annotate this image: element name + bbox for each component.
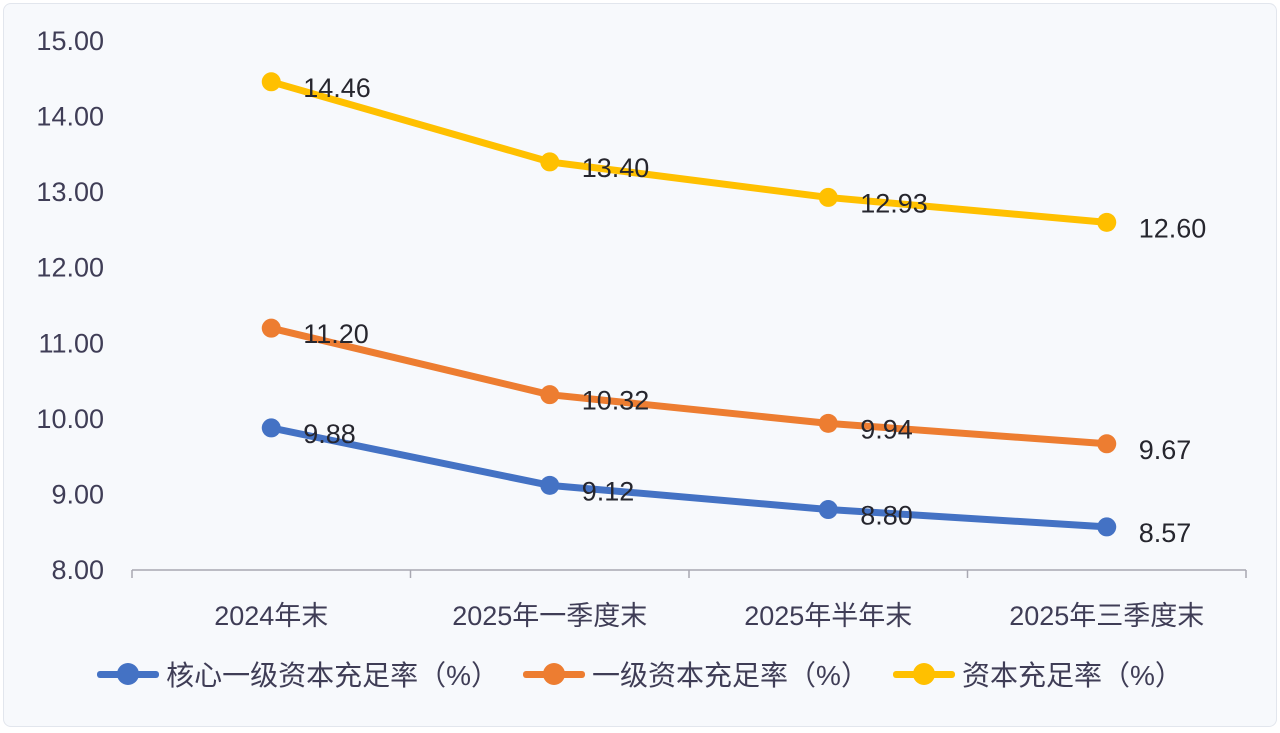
- blue-dot-icon: [117, 663, 140, 685]
- data-point: [1097, 517, 1117, 537]
- y-axis-tick-label: 10.00: [36, 404, 104, 434]
- orange-line-marker-icon: [523, 663, 586, 685]
- data-point-label: 11.20: [303, 319, 369, 349]
- data-point: [261, 418, 281, 438]
- y-axis-tick-label: 11.00: [38, 328, 104, 358]
- y-axis-tick-label: 9.00: [51, 479, 104, 509]
- blue-line-marker-icon: [97, 663, 160, 685]
- data-point-label: 8.57: [1139, 518, 1192, 548]
- x-axis-label: 2024年末: [214, 601, 328, 631]
- plot-area: 15.00 14.00 13.00 12.00 11.00 10.00 9.00 8.00 20…: [36, 26, 1247, 631]
- data-point-label: 9.88: [303, 419, 356, 449]
- data-point-label: 14.46: [303, 73, 371, 103]
- legend-item-core-tier1-ratio: 核心一级资本充足率（%）: [97, 654, 499, 694]
- data-point-label: 9.12: [582, 476, 635, 506]
- data-point-label: 9.67: [1139, 435, 1192, 465]
- series-line: [267, 424, 1111, 531]
- data-point: [261, 72, 281, 92]
- data-point-label: 12.60: [1139, 213, 1207, 243]
- data-point-label: 12.93: [860, 188, 928, 218]
- legend-item-tier1-ratio: 一级资本充足率（%）: [523, 654, 869, 694]
- legend-label-tier1-ratio: 一级资本充足率（%）: [592, 660, 869, 691]
- data-point: [261, 318, 281, 338]
- x-axis-label: 2025年半年末: [744, 601, 912, 631]
- y-axis-tick-label: 12.00: [36, 253, 104, 283]
- series-line: [267, 78, 1111, 226]
- data-point: [1097, 212, 1117, 232]
- legend-label-capital-ratio: 资本充足率（%）: [961, 660, 1183, 691]
- gold-line-marker-icon: [892, 663, 955, 685]
- gold-dot-icon: [912, 663, 935, 685]
- y-axis-tick-label: 8.00: [51, 555, 104, 585]
- orange-dot-icon: [543, 663, 566, 685]
- data-point: [540, 152, 560, 172]
- legend-item-capital-ratio: 资本充足率（%）: [892, 654, 1183, 694]
- data-point: [818, 413, 838, 433]
- data-point-label: 9.94: [860, 414, 913, 444]
- data-point-label: 13.40: [582, 153, 650, 183]
- data-point: [540, 385, 560, 405]
- data-point-label: 10.32: [582, 386, 650, 416]
- y-axis-tick-label: 13.00: [36, 177, 104, 207]
- data-point: [818, 500, 838, 520]
- series-line: [267, 324, 1111, 448]
- x-axis-label: 2025年三季度末: [1009, 601, 1204, 631]
- data-point: [1097, 434, 1117, 454]
- y-axis-tick-label: 14.00: [36, 102, 104, 132]
- data-point: [540, 475, 560, 495]
- x-axis-label: 2025年一季度末: [452, 601, 647, 631]
- data-point-label: 8.80: [860, 501, 913, 531]
- chart-legend: 核心一级资本充足率（%） 一级资本充足率（%） 资本充足率（%）: [4, 654, 1276, 694]
- y-axis-tick-label: 15.00: [36, 26, 104, 56]
- capital-adequacy-line-chart: 15.00 14.00 13.00 12.00 11.00 10.00 9.00 8.00 20…: [3, 3, 1277, 727]
- data-point: [818, 187, 838, 207]
- legend-label-core-tier1-ratio: 核心一级资本充足率（%）: [166, 660, 500, 691]
